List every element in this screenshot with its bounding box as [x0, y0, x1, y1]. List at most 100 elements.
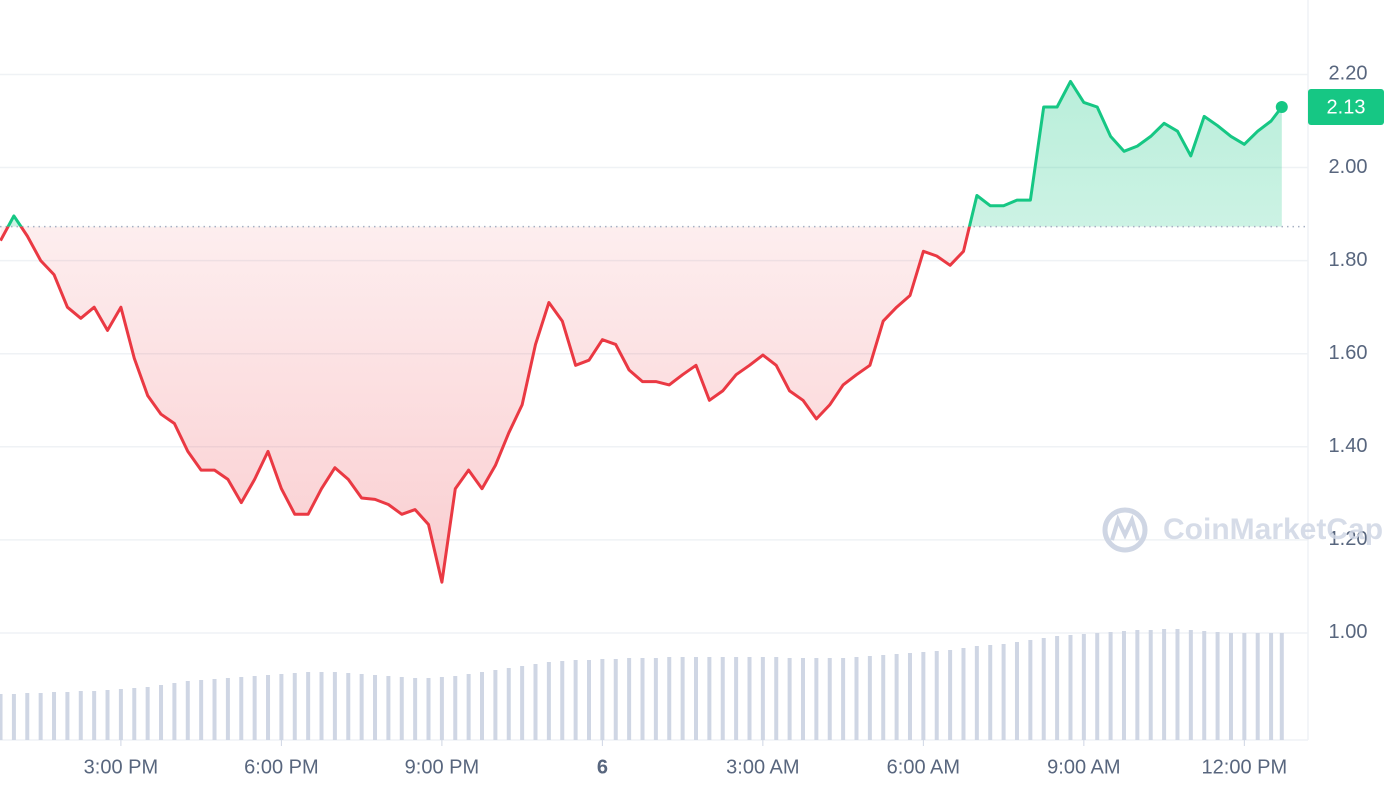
volume-bar — [212, 679, 217, 740]
volume-bar — [25, 693, 30, 740]
volume-bar — [292, 673, 297, 740]
volume-bar — [319, 672, 324, 740]
volume-bar — [413, 678, 418, 740]
watermark: CoinMarketCap — [1163, 513, 1383, 546]
volume-bar — [65, 692, 70, 740]
volume-bar — [105, 690, 110, 740]
volume-bar — [1228, 633, 1233, 740]
volume-bar — [172, 683, 177, 740]
volume-bar — [426, 678, 431, 740]
volume-bar — [1068, 635, 1073, 740]
volume-bar — [1188, 630, 1193, 740]
volume-bar — [132, 688, 137, 740]
volume-bar — [546, 662, 551, 740]
volume-bar — [78, 691, 83, 740]
volume-bar — [38, 693, 43, 740]
volume-bar — [988, 645, 993, 740]
volume-bar — [1135, 630, 1140, 740]
volume-bar — [386, 676, 391, 740]
y-tick-label: 2.20 — [1329, 63, 1368, 85]
volume-bar — [466, 674, 471, 740]
area-down — [0, 226, 970, 583]
y-tick-label: 1.40 — [1329, 435, 1368, 457]
volume-bar — [734, 657, 739, 740]
volume-bar — [1081, 634, 1086, 740]
volume-bar — [1121, 631, 1126, 740]
volume-bar — [145, 687, 150, 740]
x-tick-label: 6:00 PM — [244, 756, 318, 778]
volume-bar — [934, 651, 939, 740]
volume-bar — [1202, 631, 1207, 740]
volume-bar — [252, 676, 257, 740]
volume-bar — [680, 657, 685, 740]
volume-bar — [881, 655, 886, 740]
volume-bar — [225, 678, 230, 740]
volume-bar — [239, 677, 244, 740]
volume-bar — [774, 657, 779, 740]
volume-bar — [1279, 633, 1284, 740]
volume-bar — [506, 668, 511, 740]
x-tick-label: 3:00 AM — [726, 756, 799, 778]
volume-bar — [653, 658, 658, 740]
volume-bar — [52, 692, 57, 740]
volume-bar — [974, 646, 979, 740]
volume-bar — [907, 653, 912, 740]
x-tick-label: 9:00 AM — [1047, 756, 1120, 778]
volume-bar — [199, 680, 204, 740]
last-point — [1275, 101, 1288, 114]
volume-bar — [332, 672, 337, 740]
watermark-logo — [1110, 514, 1140, 541]
volume-bar — [787, 658, 792, 740]
volume-bar — [707, 657, 712, 740]
volume-bar — [1242, 633, 1247, 740]
price-line-up — [6, 79, 1283, 227]
price-tag — [1308, 89, 1384, 126]
volume-bar — [573, 660, 578, 740]
volume-bar — [1055, 636, 1060, 740]
volume-bar — [279, 674, 284, 740]
price-tag-label: 2.13 — [1327, 96, 1366, 118]
volume-bar — [266, 675, 271, 740]
x-tick-label: 3:00 PM — [84, 756, 158, 778]
volume-bar — [827, 658, 832, 740]
volume-bar — [1041, 638, 1046, 740]
volume-bar — [1162, 629, 1167, 740]
volume-bar — [693, 657, 698, 740]
watermark-logo — [1102, 507, 1148, 553]
volume-bar — [533, 664, 538, 740]
volume-bar — [760, 657, 765, 740]
volume-bar — [359, 674, 364, 740]
volume-bar — [118, 689, 123, 740]
volume-bar — [867, 656, 872, 740]
y-tick-label: 2.00 — [1329, 156, 1368, 178]
volume-bar — [346, 673, 351, 740]
price-line-down — [0, 226, 971, 584]
volume-bar — [1148, 630, 1153, 740]
volume-bar — [627, 658, 632, 740]
volume-bar — [439, 677, 444, 740]
volume-bar — [600, 659, 605, 740]
volume-bar — [747, 657, 752, 740]
volume-bar — [1028, 640, 1033, 740]
volume-bar — [399, 677, 404, 740]
area-up — [0, 81, 1282, 227]
volume-bar — [921, 652, 926, 740]
volume-bar — [894, 654, 899, 740]
volume-bar — [520, 666, 525, 740]
x-tick-label: 6:00 AM — [887, 756, 960, 778]
volume-bar — [1175, 629, 1180, 740]
volume-bar — [493, 670, 498, 740]
volume-bar — [306, 672, 311, 740]
volume-bar — [1014, 642, 1019, 740]
x-tick-label: 6 — [597, 756, 608, 778]
y-tick-label: 1.20 — [1329, 528, 1368, 550]
y-tick-label: 1.60 — [1329, 342, 1368, 364]
volume-bar — [1255, 633, 1260, 740]
volume-bar — [560, 661, 565, 740]
volume-bar — [1108, 632, 1113, 740]
volume-bar — [1215, 632, 1220, 740]
volume-bar — [841, 658, 846, 740]
volume-bar — [613, 659, 618, 740]
